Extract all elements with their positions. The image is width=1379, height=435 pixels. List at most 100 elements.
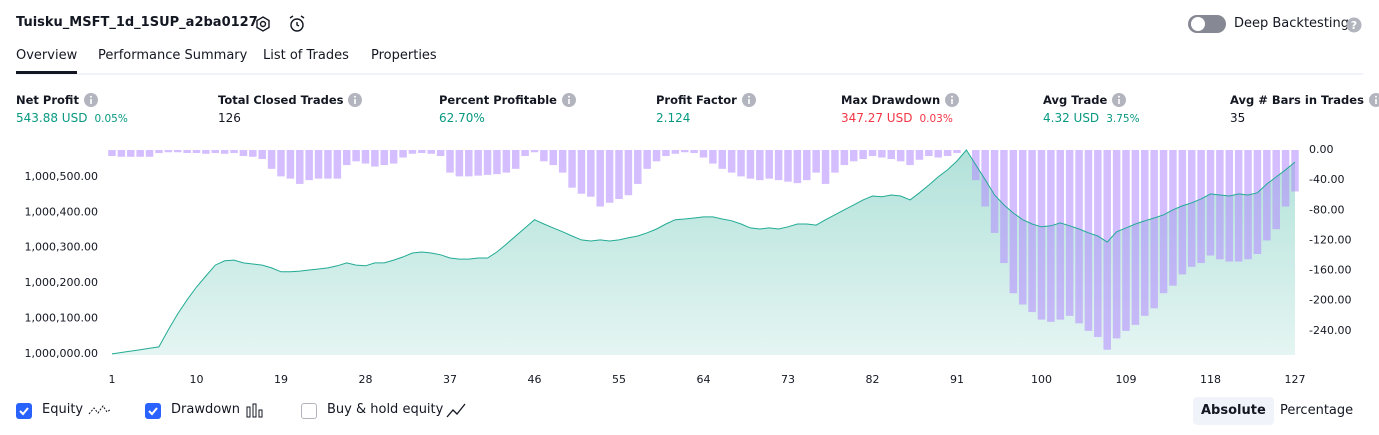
drawdown-bar [915,150,924,160]
tab[interactable]: Performance Summary [98,48,248,63]
drawdown-bar [493,150,501,175]
drawdown-bar [183,150,191,154]
metric-value: 347.27 USD [841,111,913,125]
legend-label[interactable]: Buy & hold equity [327,402,444,417]
info-icon[interactable] [83,93,98,107]
x-tick-label: 82 [866,373,880,386]
info-icon[interactable] [561,93,576,107]
drawdown-bar [474,150,482,176]
alert-icon[interactable] [287,14,307,34]
legend-icon [88,402,112,424]
mode-button[interactable]: Percentage [1280,403,1354,418]
x-tick-label: 91 [950,373,964,386]
tabs-divider [16,73,1363,75]
tab[interactable]: List of Trades [263,48,349,63]
drawdown-bar [1178,150,1187,275]
metric-label-text: Net Profit [16,93,79,107]
info-icon[interactable] [1368,93,1379,107]
y-tick-label: 1,000,400.00 [25,205,98,218]
y2-tick-label: 0.00 [1309,143,1334,156]
drawdown-bar [511,150,520,169]
drawdown-bar [896,150,905,162]
metric-value: 35 [1230,111,1246,125]
checkbox[interactable] [16,403,32,419]
drawdown-bar [1150,150,1158,309]
drawdown-bar [1028,150,1036,313]
drawdown-bar [436,150,445,157]
metric-value: 62.70% [439,111,485,125]
info-icon[interactable] [348,93,363,107]
drawdown-bar [155,150,163,154]
drawdown-bar [230,150,238,154]
drawdown-bar [906,150,914,166]
drawdown-bar [878,150,886,158]
drawdown-bar [258,150,266,160]
metric-value: 4.32 USD [1043,111,1100,125]
drawdown-bar [399,150,407,158]
metric-sub: 0.03% [919,113,953,125]
legend-label[interactable]: Equity [42,402,84,417]
metric-sub: 3.75% [1106,113,1140,125]
y-tick-label: 1,000,000.00 [25,347,98,360]
drawdown-bar [540,150,548,162]
metric: Percent Profitable 62.70% [439,93,576,125]
drawdown-bar [868,150,877,157]
checkbox[interactable] [301,403,317,419]
info-icon[interactable] [1112,93,1127,107]
drawdown-bar [1018,150,1027,305]
equity-area [112,150,1295,355]
drawdown-bar [803,150,811,181]
drawdown-bar [925,150,933,157]
toggle[interactable] [1188,14,1226,34]
drawdown-bar [812,150,820,173]
drawdown-bar [465,150,473,177]
drawdown-bar [756,150,764,181]
drawdown-bar [136,150,144,157]
metric-value: 126 [218,111,241,125]
metric-label-text: Avg Trade [1043,93,1108,107]
legend-icon-shape [246,403,263,418]
metric-value-row: 2.124 [656,111,756,125]
metric-value-row: 62.70% [439,111,576,125]
drawdown-bar [558,150,567,173]
legend-label[interactable]: Drawdown [171,402,241,417]
drawdown-bar [1197,150,1205,264]
drawdown-bar [145,150,154,157]
drawdown-bar [671,150,680,154]
drawdown-bar [680,150,689,153]
metric-sub: 0.05% [94,113,128,125]
drawdown-bar [1234,150,1243,262]
legend-icon [446,402,470,424]
drawdown-bar [727,150,736,173]
drawdown-bar [718,150,727,169]
x-tick-label: 64 [697,373,711,386]
drawdown-bar [1206,150,1215,256]
drawdown-bar [849,150,858,162]
drawdown-bar [953,150,961,154]
drawdown-bar [577,150,586,194]
drawdown-bar [361,150,370,164]
help-icon[interactable]: ? [1346,17,1362,33]
mode-button[interactable]: Absolute [1193,397,1274,425]
settings-icon[interactable] [254,15,272,33]
info-icon[interactable] [741,93,756,107]
checkmark [19,407,29,416]
info-icon[interactable] [945,93,960,107]
checkbox[interactable] [145,403,161,419]
drawdown-bar [1281,150,1290,207]
y-tick-label: 1,000,100.00 [25,312,98,325]
drawdown-bar [784,150,792,182]
drawdown-bar [173,150,182,153]
drawdown-bar [202,150,210,154]
metric: Net Profit 543.88 USD 0.05% [16,93,128,125]
tab[interactable]: Properties [371,48,437,63]
drawdown-bar [774,150,783,181]
tab[interactable]: Overview [16,48,78,74]
x-tick-label: 1 [109,373,116,386]
drawdown-bar [389,150,398,164]
x-tick-label: 19 [274,373,288,386]
drawdown-bar [277,150,285,177]
drawdown-bar [502,150,511,173]
metric-value-row: 35 [1230,111,1379,125]
